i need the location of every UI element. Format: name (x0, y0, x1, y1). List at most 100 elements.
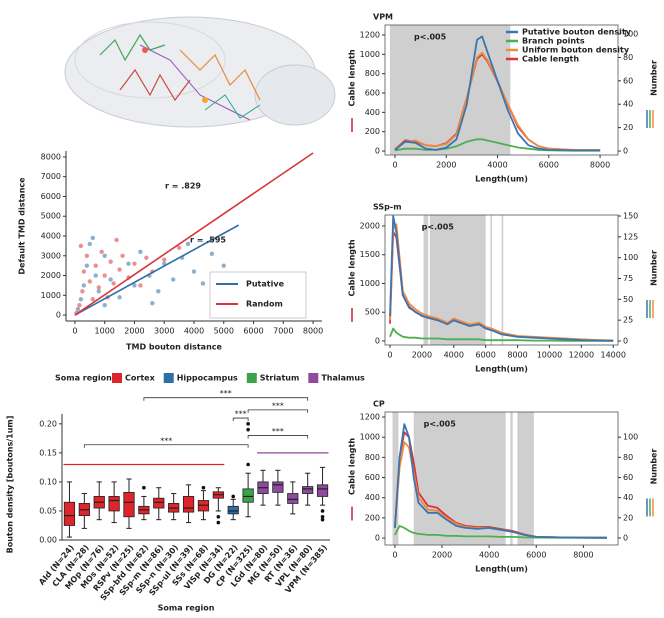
scatter-point (90, 235, 95, 241)
y-tick-label: 0 (56, 311, 61, 320)
p-value-label: p<.005 (424, 420, 457, 429)
x-tick-label: 3000 (154, 327, 174, 336)
y-tick-label: 200 (365, 513, 380, 522)
scatter-point (191, 269, 197, 274)
y-tick-label: 2000 (41, 271, 61, 280)
scatter-point (99, 249, 104, 255)
box (272, 481, 284, 493)
significance-label: *** (272, 427, 284, 436)
scatter-point (81, 269, 87, 274)
scatter-point (209, 251, 215, 256)
scatter-point (126, 261, 131, 266)
outlier (231, 494, 236, 499)
legend-label: Branch points (522, 37, 585, 46)
x-tick-label: 4000 (444, 351, 464, 360)
x-tick-label: 8000 (590, 161, 610, 170)
y-axis-label: Cable length (348, 438, 357, 495)
y-tick-label: 600 (365, 88, 380, 97)
y-tick-label: 800 (365, 69, 380, 78)
legend-title: Soma region (55, 374, 112, 383)
significance-label: *** (235, 410, 247, 419)
legend-label: Putative bouton density (522, 28, 632, 37)
x-tick-label: 0 (72, 327, 77, 336)
scatter-point (87, 241, 93, 247)
significance-region (413, 412, 506, 545)
scatter-point (87, 279, 93, 284)
y-tick-label: 200 (365, 127, 380, 136)
y-tick-label: 0 (375, 336, 380, 345)
box (108, 496, 120, 512)
box (302, 486, 314, 494)
y2-tick-label: 125 (623, 232, 638, 241)
y-tick-label: 0.05 (39, 506, 57, 515)
y2-tick-label: 80 (623, 453, 633, 462)
significance-region (510, 412, 513, 545)
neuron-branch (204, 94, 261, 119)
x-tick-label: 2000 (124, 327, 144, 336)
series-line (394, 138, 601, 152)
neuron-branch (99, 33, 166, 62)
y2-tick-label: 20 (623, 513, 633, 522)
y-tick-label: 0.15 (39, 448, 57, 457)
x-tick-label: 12000 (569, 351, 594, 360)
scatter-point (117, 267, 122, 272)
x-tick-label: 2000 (432, 551, 452, 560)
y-tick-label: 1000 (360, 50, 380, 59)
chart-title: VPM (373, 13, 393, 22)
legend-swatch (112, 373, 122, 383)
x-tick-label: 8000 (303, 327, 323, 336)
significance-bracket (232, 417, 249, 422)
y2-tick-label: 40 (623, 493, 633, 502)
scatter-point (84, 263, 90, 268)
scatter-point (75, 306, 81, 312)
legend-label: Cable length (522, 55, 579, 64)
y2-tick-label: 60 (623, 473, 633, 482)
y-axis-label: Cable length (348, 49, 357, 106)
chart-title: SSp-m (373, 203, 402, 212)
y2-tick-label: 100 (623, 253, 638, 262)
significance-region (517, 412, 534, 545)
x-tick-label: 8000 (573, 551, 593, 560)
x-tick-label: 4000 (487, 161, 507, 170)
scatter-point (78, 243, 84, 249)
x-axis-label: Soma region (158, 604, 215, 613)
scatter-point (200, 281, 206, 286)
y-tick-label: 7000 (41, 172, 61, 181)
chart-title: CP (373, 400, 385, 409)
scatter-point (114, 237, 119, 243)
y-tick-label: 500 (365, 308, 380, 317)
y-tick-label: 0.10 (39, 477, 57, 486)
significance-label: *** (160, 436, 172, 445)
scatter-point (117, 295, 122, 300)
scatter-point (77, 302, 82, 308)
significance-label: *** (272, 401, 284, 410)
x-tick-label: 5000 (214, 327, 234, 336)
scatter-point (102, 253, 107, 258)
scatter-point (78, 297, 84, 302)
y2-tick-label: 100 (623, 433, 638, 442)
scatter-point (108, 259, 113, 264)
scatter-point (132, 261, 137, 266)
legend-label: Uniform bouton density (522, 46, 630, 55)
significance-bracket (143, 397, 309, 401)
y2-tick-label: 100 (623, 30, 638, 39)
x-tick-label: 14000 (600, 351, 625, 360)
x-tick-label: 8000 (507, 351, 527, 360)
plot-frame (384, 411, 619, 546)
x-tick-label: 0 (392, 161, 397, 170)
scatter-point (221, 263, 226, 268)
scatter-point (93, 263, 98, 268)
scatter-point (150, 301, 155, 306)
y-tick-label: 1500 (360, 250, 380, 259)
x-tick-label: 6000 (243, 327, 263, 336)
legend-label: Striatum (260, 374, 300, 383)
series-line (394, 423, 607, 539)
scatter-point (90, 297, 95, 302)
y2-tick-label: 75 (623, 274, 633, 283)
soma (142, 47, 148, 53)
y2-axis-label: Number (650, 250, 659, 286)
legend-label: Thalamus (321, 374, 365, 383)
y2-tick-label: 0 (623, 337, 628, 346)
scatter-point (138, 249, 143, 255)
